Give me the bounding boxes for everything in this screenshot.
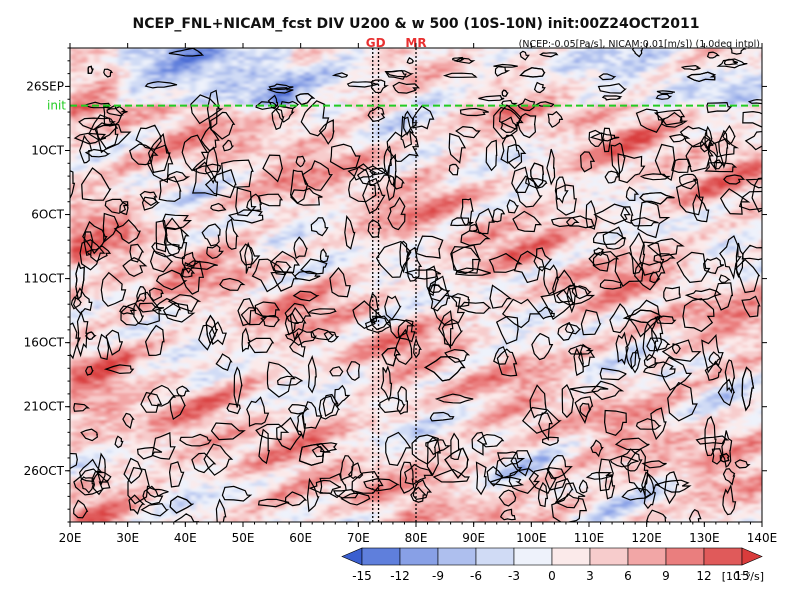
chart-title: NCEP_FNL+NICAM_fcst DIV U200 & w 500 (10… [133, 16, 700, 32]
